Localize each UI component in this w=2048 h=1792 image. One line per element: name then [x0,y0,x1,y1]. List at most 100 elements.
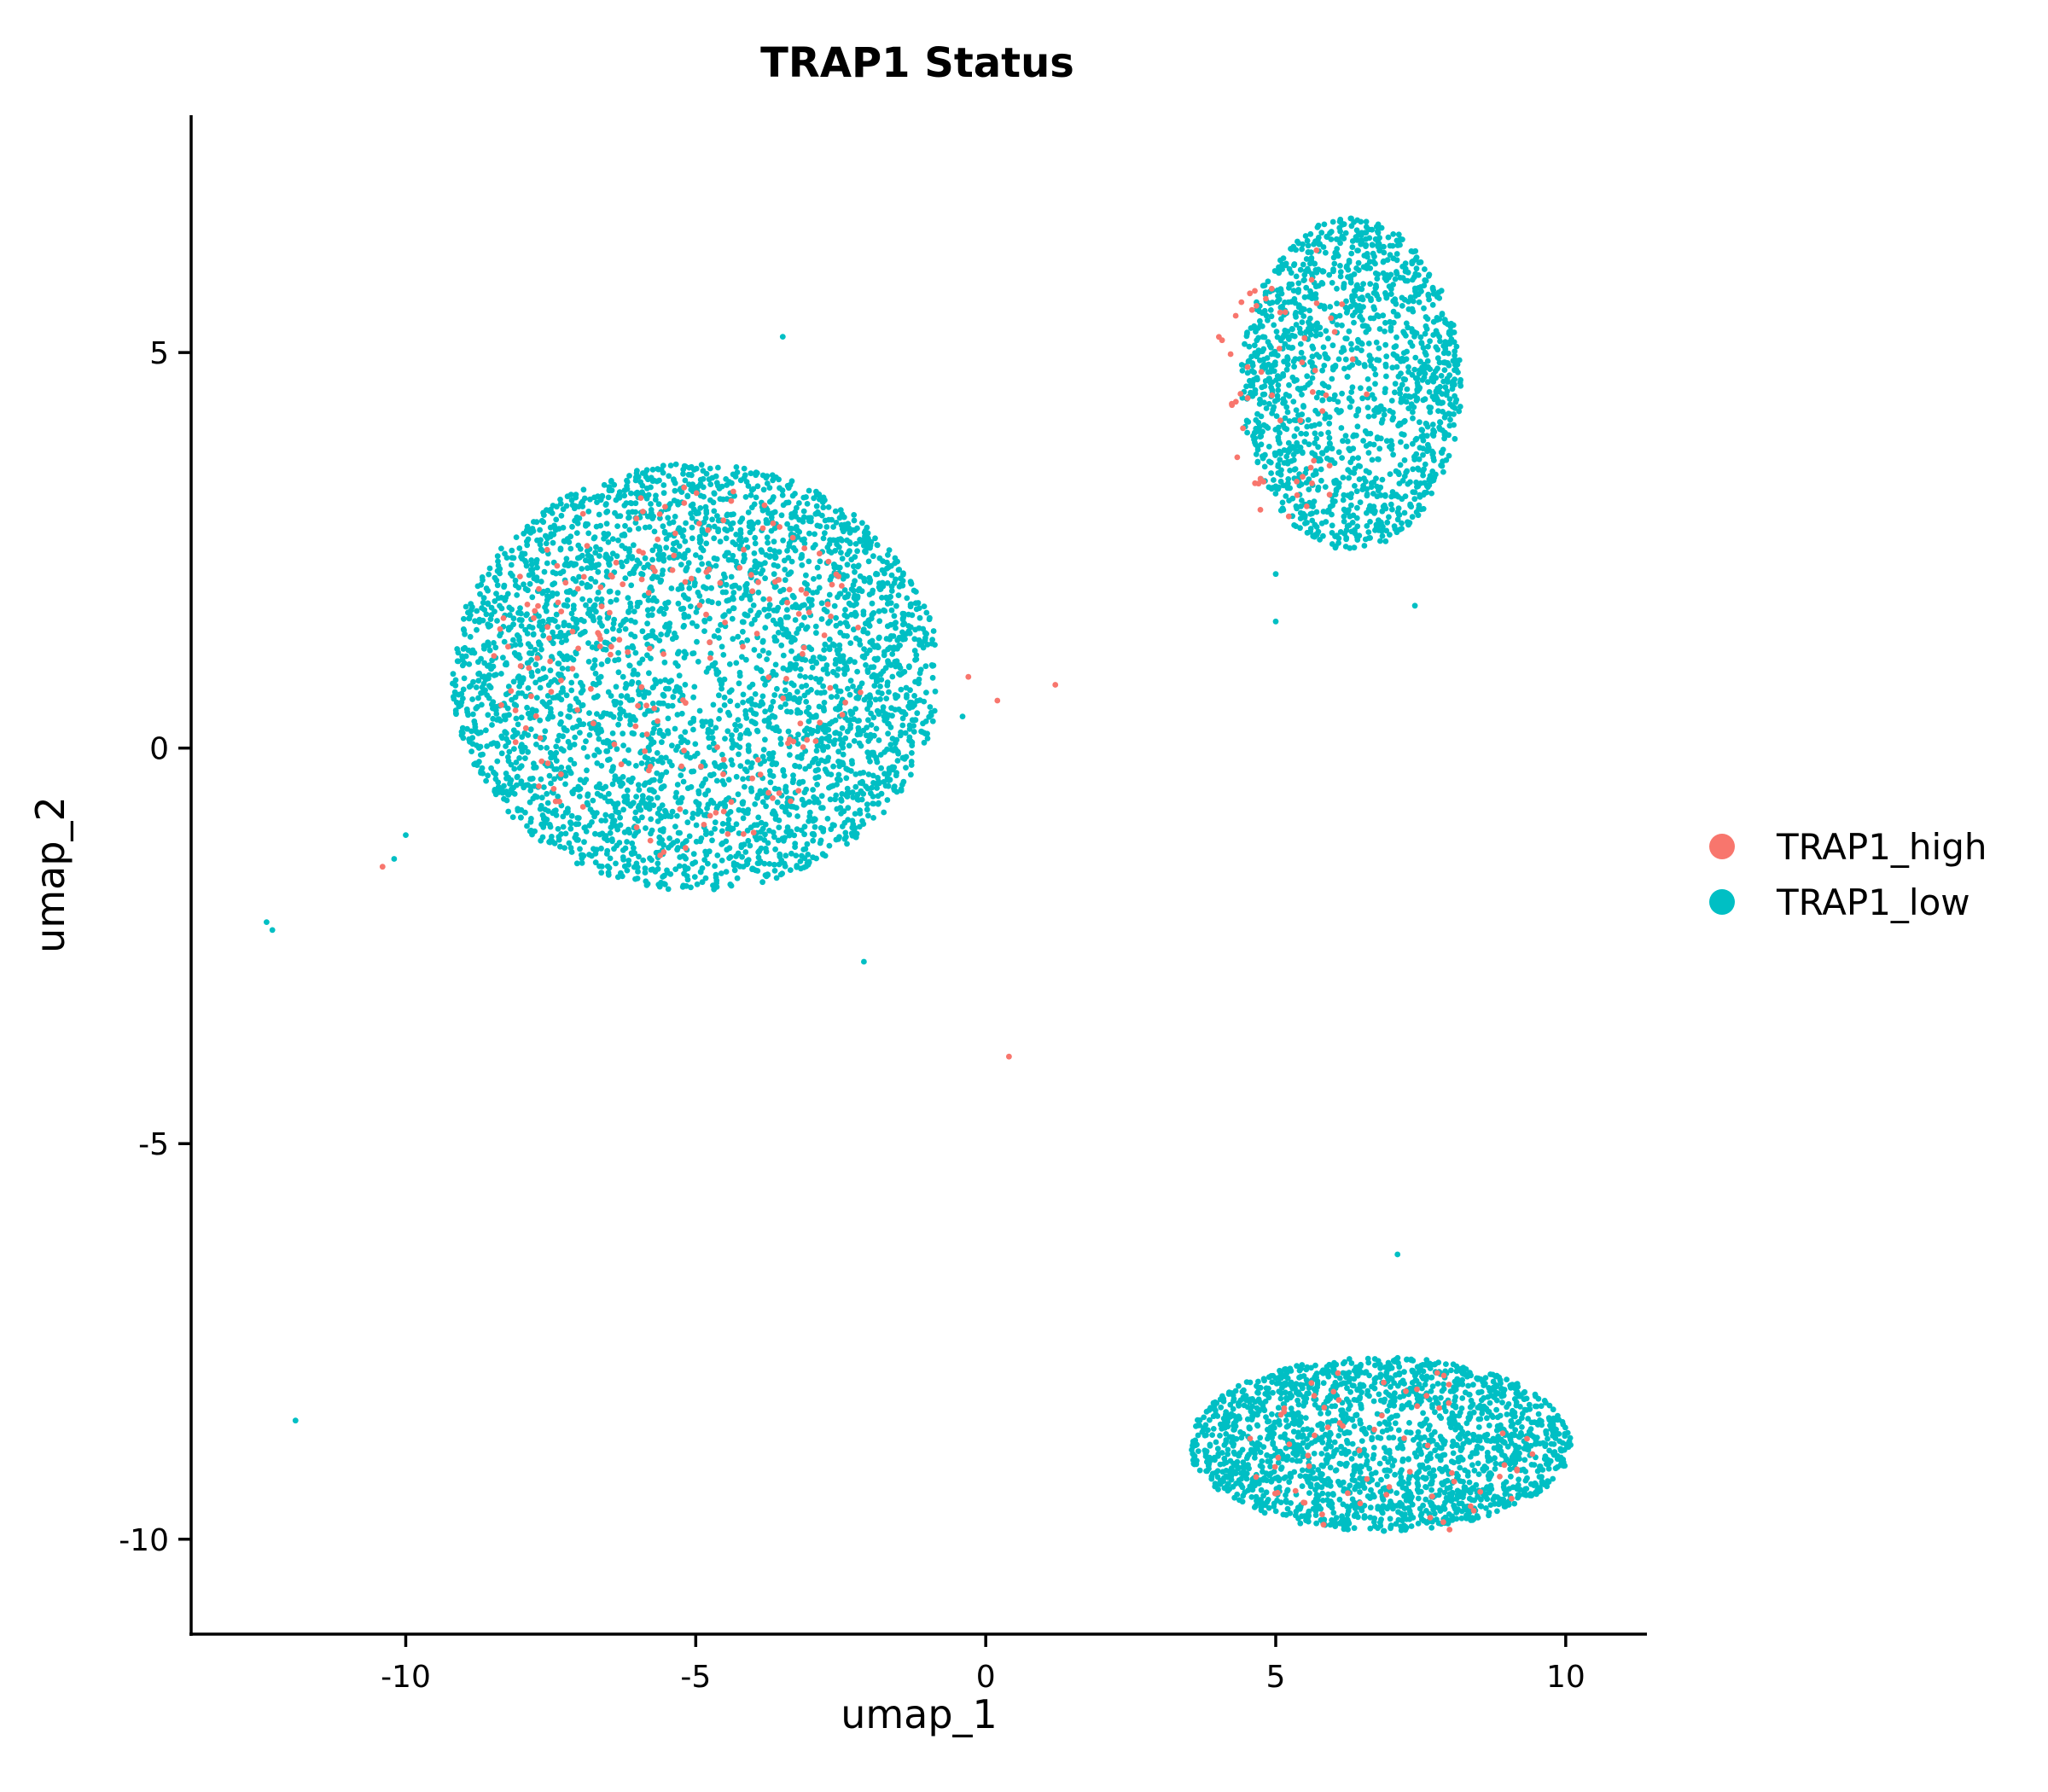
point-trap1-low [796,500,802,506]
point-trap1-low [787,660,794,667]
point-trap1-low [1424,358,1431,364]
point-trap1-low [1354,423,1361,430]
point-trap1-low [748,620,755,627]
point-trap1-low [1369,242,1376,248]
point-trap1-low [1451,411,1457,417]
point-trap1-low [1419,369,1426,375]
point-trap1-low [567,703,573,710]
point-trap1-low [1342,230,1349,236]
point-trap1-low [573,492,579,497]
point-trap1-low [506,604,513,611]
point-trap1-low [857,573,864,579]
point-trap1-low [764,613,771,620]
point-trap1-low [693,552,699,558]
point-trap1-low [550,581,556,588]
point-trap1-low [850,582,857,588]
point-trap1-low [850,821,857,828]
point-trap1-low [503,797,510,804]
point-trap1-low [1383,294,1390,300]
point-trap1-low [785,499,792,506]
point-trap1-low [1390,415,1397,421]
point-trap1-low [1334,285,1340,292]
point-trap1-low [1261,463,1268,470]
point-trap1-low [823,736,829,742]
point-trap1-low [503,661,509,668]
point-trap1-low [783,788,789,795]
point-trap1-low [673,789,679,796]
point-trap1-low [908,624,914,631]
point-trap1-low [1380,270,1387,276]
point-trap1-low [525,527,532,534]
point-trap1-low [624,867,631,874]
point-trap1-low [901,668,908,675]
point-trap1-low [842,607,848,613]
point-trap1-low [783,631,789,638]
point-trap1-low [755,589,762,596]
point-trap1-low [610,636,617,643]
point-trap1-low [648,867,655,873]
point-trap1-low [1312,451,1318,458]
point-trap1-low [1424,441,1431,448]
point-trap1-low [793,661,800,668]
point-trap1-low [1437,338,1443,345]
point-trap1-low [743,656,749,663]
point-trap1-low [509,814,516,820]
point-trap1-low [728,882,735,889]
point-trap1-low [534,668,541,674]
point-trap1-low [631,815,638,822]
point-trap1-low [1291,466,1298,473]
point-trap1-low [722,802,729,809]
point-trap1-low [1387,252,1393,259]
point-trap1-low [760,486,767,493]
point-trap1-low [866,701,873,708]
point-trap1-low [832,548,839,554]
point-trap1-low [1249,360,1256,366]
point-trap1-low [602,833,609,839]
point-trap1-low [522,809,528,816]
point-trap1-low [746,748,752,754]
point-trap1-low [628,582,635,589]
point-trap1-low [1277,451,1283,457]
point-trap1-low [1440,427,1446,433]
point-trap1-low [1312,439,1318,446]
point-trap1-low [1412,288,1418,294]
point-trap1-low [695,806,702,813]
point-trap1-low [459,730,466,736]
point-trap1-low [564,602,571,609]
point-trap1-low [1410,415,1416,422]
point-trap1-low [782,687,788,694]
point-trap1-low [483,727,489,734]
point-trap1-low [927,614,933,621]
point-trap1-low [1331,460,1338,467]
point-trap1-low [1285,476,1292,482]
point-trap1-low [537,676,544,683]
point-trap1-low [583,738,589,745]
point-trap1-low [823,768,829,775]
point-trap1-low [805,689,812,695]
point-trap1-low [859,520,865,527]
point-trap1-low [913,589,919,595]
point-trap1-low [889,673,896,680]
point-trap1-low [1348,346,1355,352]
point-trap1-low [1282,425,1288,431]
point-trap1-low [1335,449,1342,456]
point-trap1-low [542,728,549,735]
point-trap1-low [658,577,665,584]
point-trap1-low [1364,430,1370,437]
point-trap1-low [845,805,852,812]
point-trap1-low [1373,521,1380,528]
point-trap1-low [474,583,481,590]
point-trap1-low [876,618,883,625]
point-trap1-low [733,727,739,733]
point-trap1-low [561,632,567,639]
point-trap1-low [620,781,625,787]
point-trap1-low [874,678,881,684]
point-trap1-low [838,550,844,556]
point-trap1-low [690,694,696,701]
point-trap1-low [758,829,765,835]
point-trap1-low [504,705,511,712]
point-trap1-low [1402,493,1409,499]
point-trap1-low [860,770,867,776]
point-trap1-low [703,540,710,547]
